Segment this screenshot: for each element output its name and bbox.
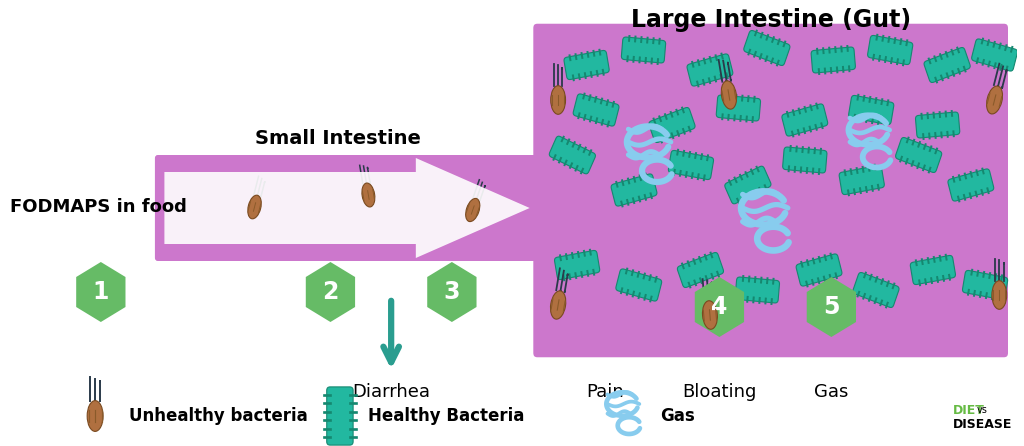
Text: Pain: Pain [587, 383, 625, 401]
FancyBboxPatch shape [549, 136, 596, 174]
FancyBboxPatch shape [622, 37, 666, 63]
FancyBboxPatch shape [725, 166, 771, 204]
Polygon shape [807, 277, 856, 337]
FancyBboxPatch shape [896, 137, 942, 173]
FancyBboxPatch shape [853, 273, 899, 307]
Text: 5: 5 [823, 295, 840, 319]
FancyBboxPatch shape [555, 251, 600, 280]
Text: Unhealthy bacteria: Unhealthy bacteria [129, 407, 308, 425]
FancyBboxPatch shape [687, 54, 733, 86]
Polygon shape [165, 158, 529, 258]
FancyBboxPatch shape [649, 107, 695, 143]
Ellipse shape [466, 198, 480, 222]
Text: FODMAPS in food: FODMAPS in food [9, 198, 186, 216]
Polygon shape [76, 262, 126, 322]
FancyBboxPatch shape [735, 277, 779, 303]
FancyBboxPatch shape [155, 155, 554, 261]
FancyBboxPatch shape [716, 95, 761, 121]
Text: 4: 4 [712, 295, 728, 319]
FancyBboxPatch shape [615, 269, 662, 301]
FancyBboxPatch shape [839, 165, 885, 194]
Text: Large Intestine (Gut): Large Intestine (Gut) [631, 8, 910, 32]
FancyBboxPatch shape [573, 94, 618, 126]
FancyBboxPatch shape [611, 174, 657, 206]
Polygon shape [694, 277, 744, 337]
Ellipse shape [551, 291, 566, 319]
FancyBboxPatch shape [327, 387, 353, 445]
Ellipse shape [702, 301, 718, 329]
Text: vs: vs [977, 405, 987, 415]
Ellipse shape [986, 86, 1002, 114]
FancyBboxPatch shape [531, 22, 1010, 359]
FancyBboxPatch shape [669, 150, 714, 180]
FancyBboxPatch shape [564, 50, 609, 79]
Ellipse shape [721, 81, 736, 109]
FancyBboxPatch shape [782, 104, 827, 136]
Ellipse shape [87, 401, 103, 431]
Text: 3: 3 [443, 280, 460, 304]
FancyBboxPatch shape [811, 47, 855, 73]
Text: Gas: Gas [660, 407, 695, 425]
Text: 1: 1 [92, 280, 109, 304]
Text: DIET: DIET [952, 404, 985, 417]
Polygon shape [306, 262, 355, 322]
Text: Diarrhea: Diarrhea [352, 383, 430, 401]
FancyBboxPatch shape [948, 169, 993, 201]
FancyBboxPatch shape [972, 39, 1018, 71]
FancyBboxPatch shape [677, 252, 724, 288]
Text: 2: 2 [323, 280, 339, 304]
FancyBboxPatch shape [867, 35, 912, 65]
Ellipse shape [551, 86, 565, 114]
Text: Small Intestine: Small Intestine [255, 128, 421, 148]
FancyBboxPatch shape [963, 270, 1008, 300]
FancyBboxPatch shape [796, 254, 842, 286]
Ellipse shape [248, 195, 261, 219]
FancyBboxPatch shape [915, 112, 959, 138]
Text: Bloating: Bloating [682, 383, 757, 401]
Text: Gas: Gas [814, 383, 849, 401]
FancyBboxPatch shape [782, 147, 827, 173]
Text: Healthy Bacteria: Healthy Bacteria [369, 407, 524, 425]
FancyBboxPatch shape [924, 47, 970, 83]
FancyBboxPatch shape [849, 95, 894, 124]
Text: DISEASE: DISEASE [952, 417, 1012, 430]
FancyBboxPatch shape [910, 256, 955, 285]
Ellipse shape [361, 183, 375, 207]
FancyBboxPatch shape [743, 30, 790, 66]
Polygon shape [427, 262, 476, 322]
Ellipse shape [992, 281, 1007, 309]
